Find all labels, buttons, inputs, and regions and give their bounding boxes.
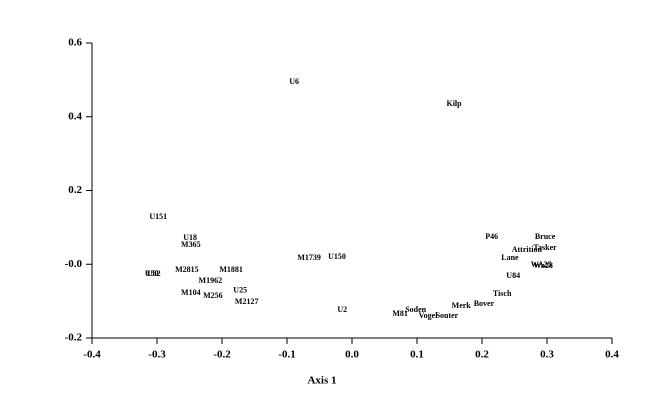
point-label: Lane [501, 253, 519, 262]
point-label: Bover [474, 299, 495, 308]
point-label: Merk [452, 301, 472, 310]
y-tick-label: 0.4 [68, 110, 82, 122]
point-label: U25 [233, 285, 247, 294]
x-tick-label: 0.4 [605, 349, 619, 361]
point-label: Kilp [446, 99, 462, 108]
x-axis-label: Axis 1 [307, 375, 336, 387]
y-tick-label: 0.6 [68, 37, 82, 49]
point-label: M256 [203, 291, 223, 300]
y-tick-label: -0.0 [65, 258, 83, 270]
point-label: M1739 [297, 253, 321, 262]
x-tick-label: -0.2 [213, 349, 231, 361]
point-label: Wa28 [533, 261, 553, 270]
point-label: M1881 [219, 265, 243, 274]
point-label: U151 [149, 212, 167, 221]
point-label: Tasker [533, 243, 557, 252]
point-label: U18 [183, 233, 197, 242]
x-tick-label: 0.1 [410, 349, 424, 361]
x-tick-label: -0.4 [83, 349, 101, 361]
point-label: P46 [485, 232, 498, 241]
y-tick-label: 0.2 [68, 184, 82, 196]
x-tick-label: -0.1 [278, 349, 295, 361]
point-label: Vogel [419, 311, 439, 320]
x-tick-label: 0.2 [475, 349, 489, 361]
x-tick-label: -0.3 [148, 349, 166, 361]
y-tick-label: -0.2 [65, 332, 83, 344]
x-tick-label: 0.3 [540, 349, 554, 361]
point-label: Tisch [493, 289, 512, 298]
point-label: Attrition [512, 245, 543, 254]
point-label: M81 [392, 309, 408, 318]
point-label: U84 [506, 271, 520, 280]
point-label: U82 [147, 269, 161, 278]
point-label: Bruce [535, 232, 556, 241]
point-label: M2127 [235, 297, 259, 306]
point-label: Soden [405, 305, 426, 314]
x-tick-label: 0.0 [345, 349, 359, 361]
point-label: M2815 [175, 265, 199, 274]
point-label: U50 [145, 269, 159, 278]
point-label: WA25 [531, 260, 552, 269]
point-label: M1962 [199, 276, 223, 285]
point-label: Souter [436, 311, 459, 320]
point-label: M365 [181, 240, 201, 249]
point-label: M104 [181, 288, 201, 297]
point-label: U6 [289, 77, 299, 86]
point-label: U2 [337, 305, 347, 314]
point-label: U150 [328, 252, 346, 261]
